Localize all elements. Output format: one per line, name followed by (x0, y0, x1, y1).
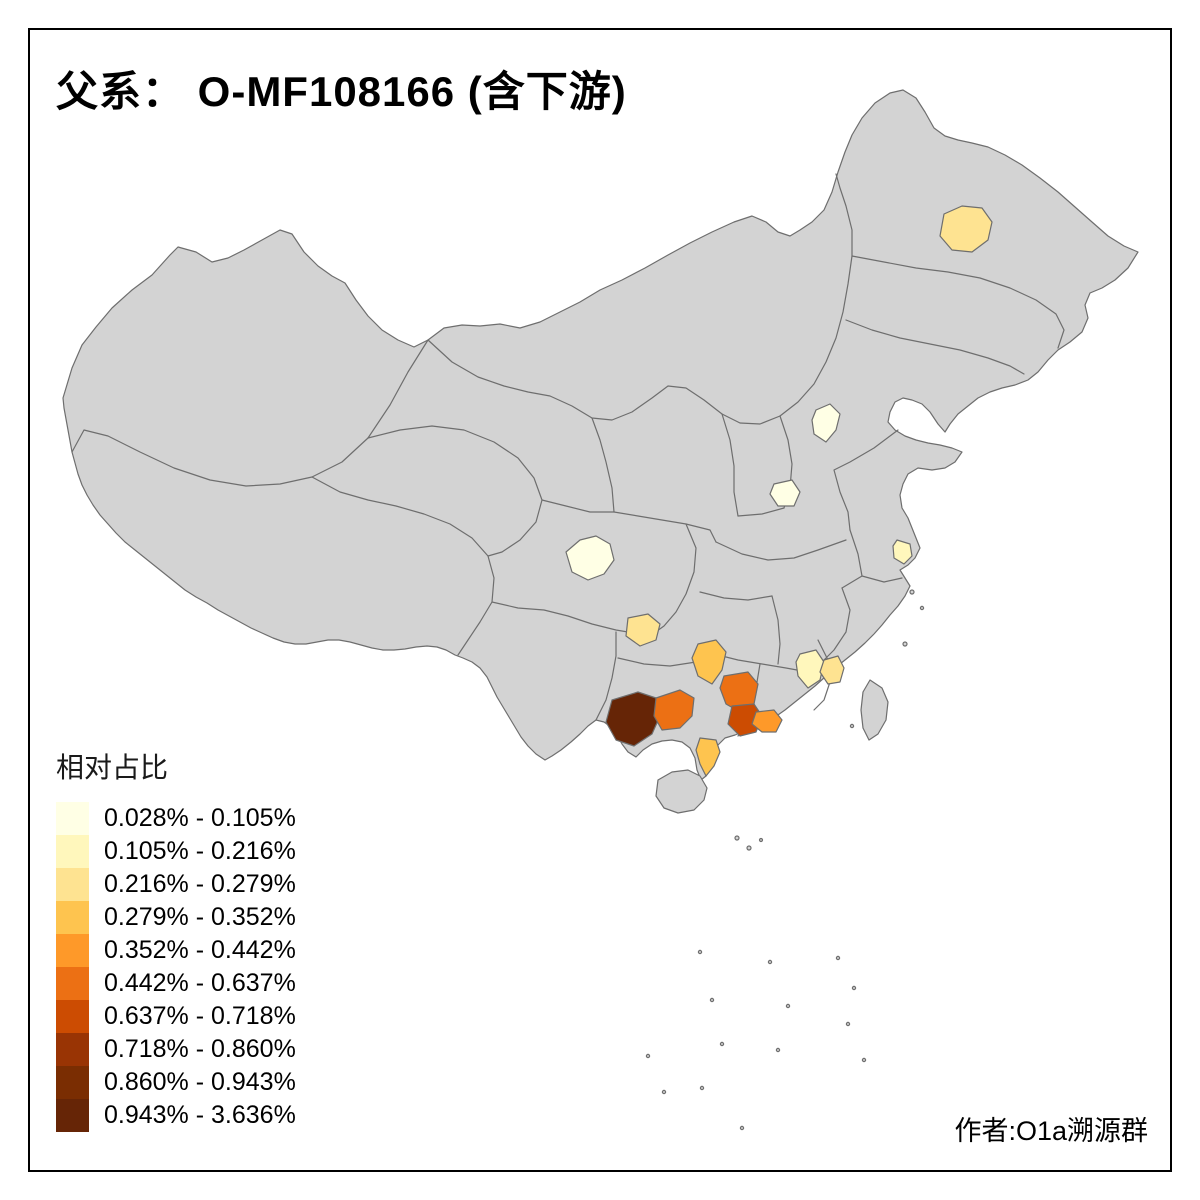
legend-swatch (56, 967, 89, 1000)
legend-swatch (56, 1000, 89, 1033)
author-credit: 作者:O1a溯源群 (954, 1116, 1148, 1146)
legend-item: 0.943% - 3.636% (56, 1099, 296, 1132)
legend-item: 0.718% - 0.860% (56, 1033, 296, 1066)
legend-swatch (56, 802, 89, 835)
region-west-fujian (819, 655, 845, 685)
legend-item: 0.105% - 0.216% (56, 835, 296, 868)
legend-swatch (56, 1066, 89, 1099)
legend-swatch (56, 1099, 89, 1132)
region-northeast-guangxi (691, 639, 727, 685)
legend-item: 0.279% - 0.352% (56, 901, 296, 934)
legend-label: 0.105% - 0.216% (104, 837, 296, 865)
region-chengdu (565, 535, 615, 581)
sea-islands (645, 589, 925, 1131)
region-south-jiangxi (795, 649, 825, 689)
region-beijing (811, 403, 841, 443)
legend-label: 0.637% - 0.718% (104, 1002, 296, 1030)
colored-regions (565, 205, 993, 777)
legend-item: 0.028% - 0.105% (56, 802, 296, 835)
legend-label: 0.352% - 0.442% (104, 936, 296, 964)
legend-label: 0.442% - 0.637% (104, 969, 296, 997)
legend: 相对占比 0.028% - 0.105% 0.105% - 0.216% 0.2… (56, 746, 296, 1132)
legend-item: 0.352% - 0.442% (56, 934, 296, 967)
legend-swatch (56, 934, 89, 967)
islands (645, 589, 925, 1131)
region-leizhou-peninsula (695, 737, 721, 777)
legend-label: 0.943% - 3.636% (104, 1101, 296, 1129)
legend-title: 相对占比 (56, 752, 169, 783)
region-southeast-guangxi (727, 703, 763, 737)
region-heilongjiang (939, 205, 993, 253)
region-shanghai (892, 539, 913, 565)
legend-item: 0.216% - 0.279% (56, 868, 296, 901)
page-title: 父系： O-MF108166 (含下游) (56, 68, 627, 115)
region-west-guangdong (751, 709, 783, 733)
legend-label: 0.028% - 0.105% (104, 804, 296, 832)
legend-label: 0.718% - 0.860% (104, 1035, 296, 1063)
legend-item: 0.442% - 0.637% (56, 967, 296, 1000)
taiwan-island (860, 679, 889, 741)
hainan-island (655, 769, 708, 814)
legend-swatch (56, 868, 89, 901)
legend-item: 0.637% - 0.718% (56, 1000, 296, 1033)
map-root (62, 89, 1139, 1131)
region-southwest-guangxi (653, 689, 695, 731)
region-north-henan (769, 479, 801, 507)
region-west-guangxi (605, 691, 661, 747)
legend-label: 0.860% - 0.943% (104, 1068, 296, 1096)
legend-swatch (56, 901, 89, 934)
legend-label: 0.216% - 0.279% (104, 870, 296, 898)
legend-swatch (56, 1033, 89, 1066)
region-guizhou (625, 613, 661, 647)
legend-swatch (56, 835, 89, 868)
legend-item: 0.860% - 0.943% (56, 1066, 296, 1099)
legend-label: 0.279% - 0.352% (104, 903, 296, 931)
mainland-outline (62, 89, 1139, 781)
